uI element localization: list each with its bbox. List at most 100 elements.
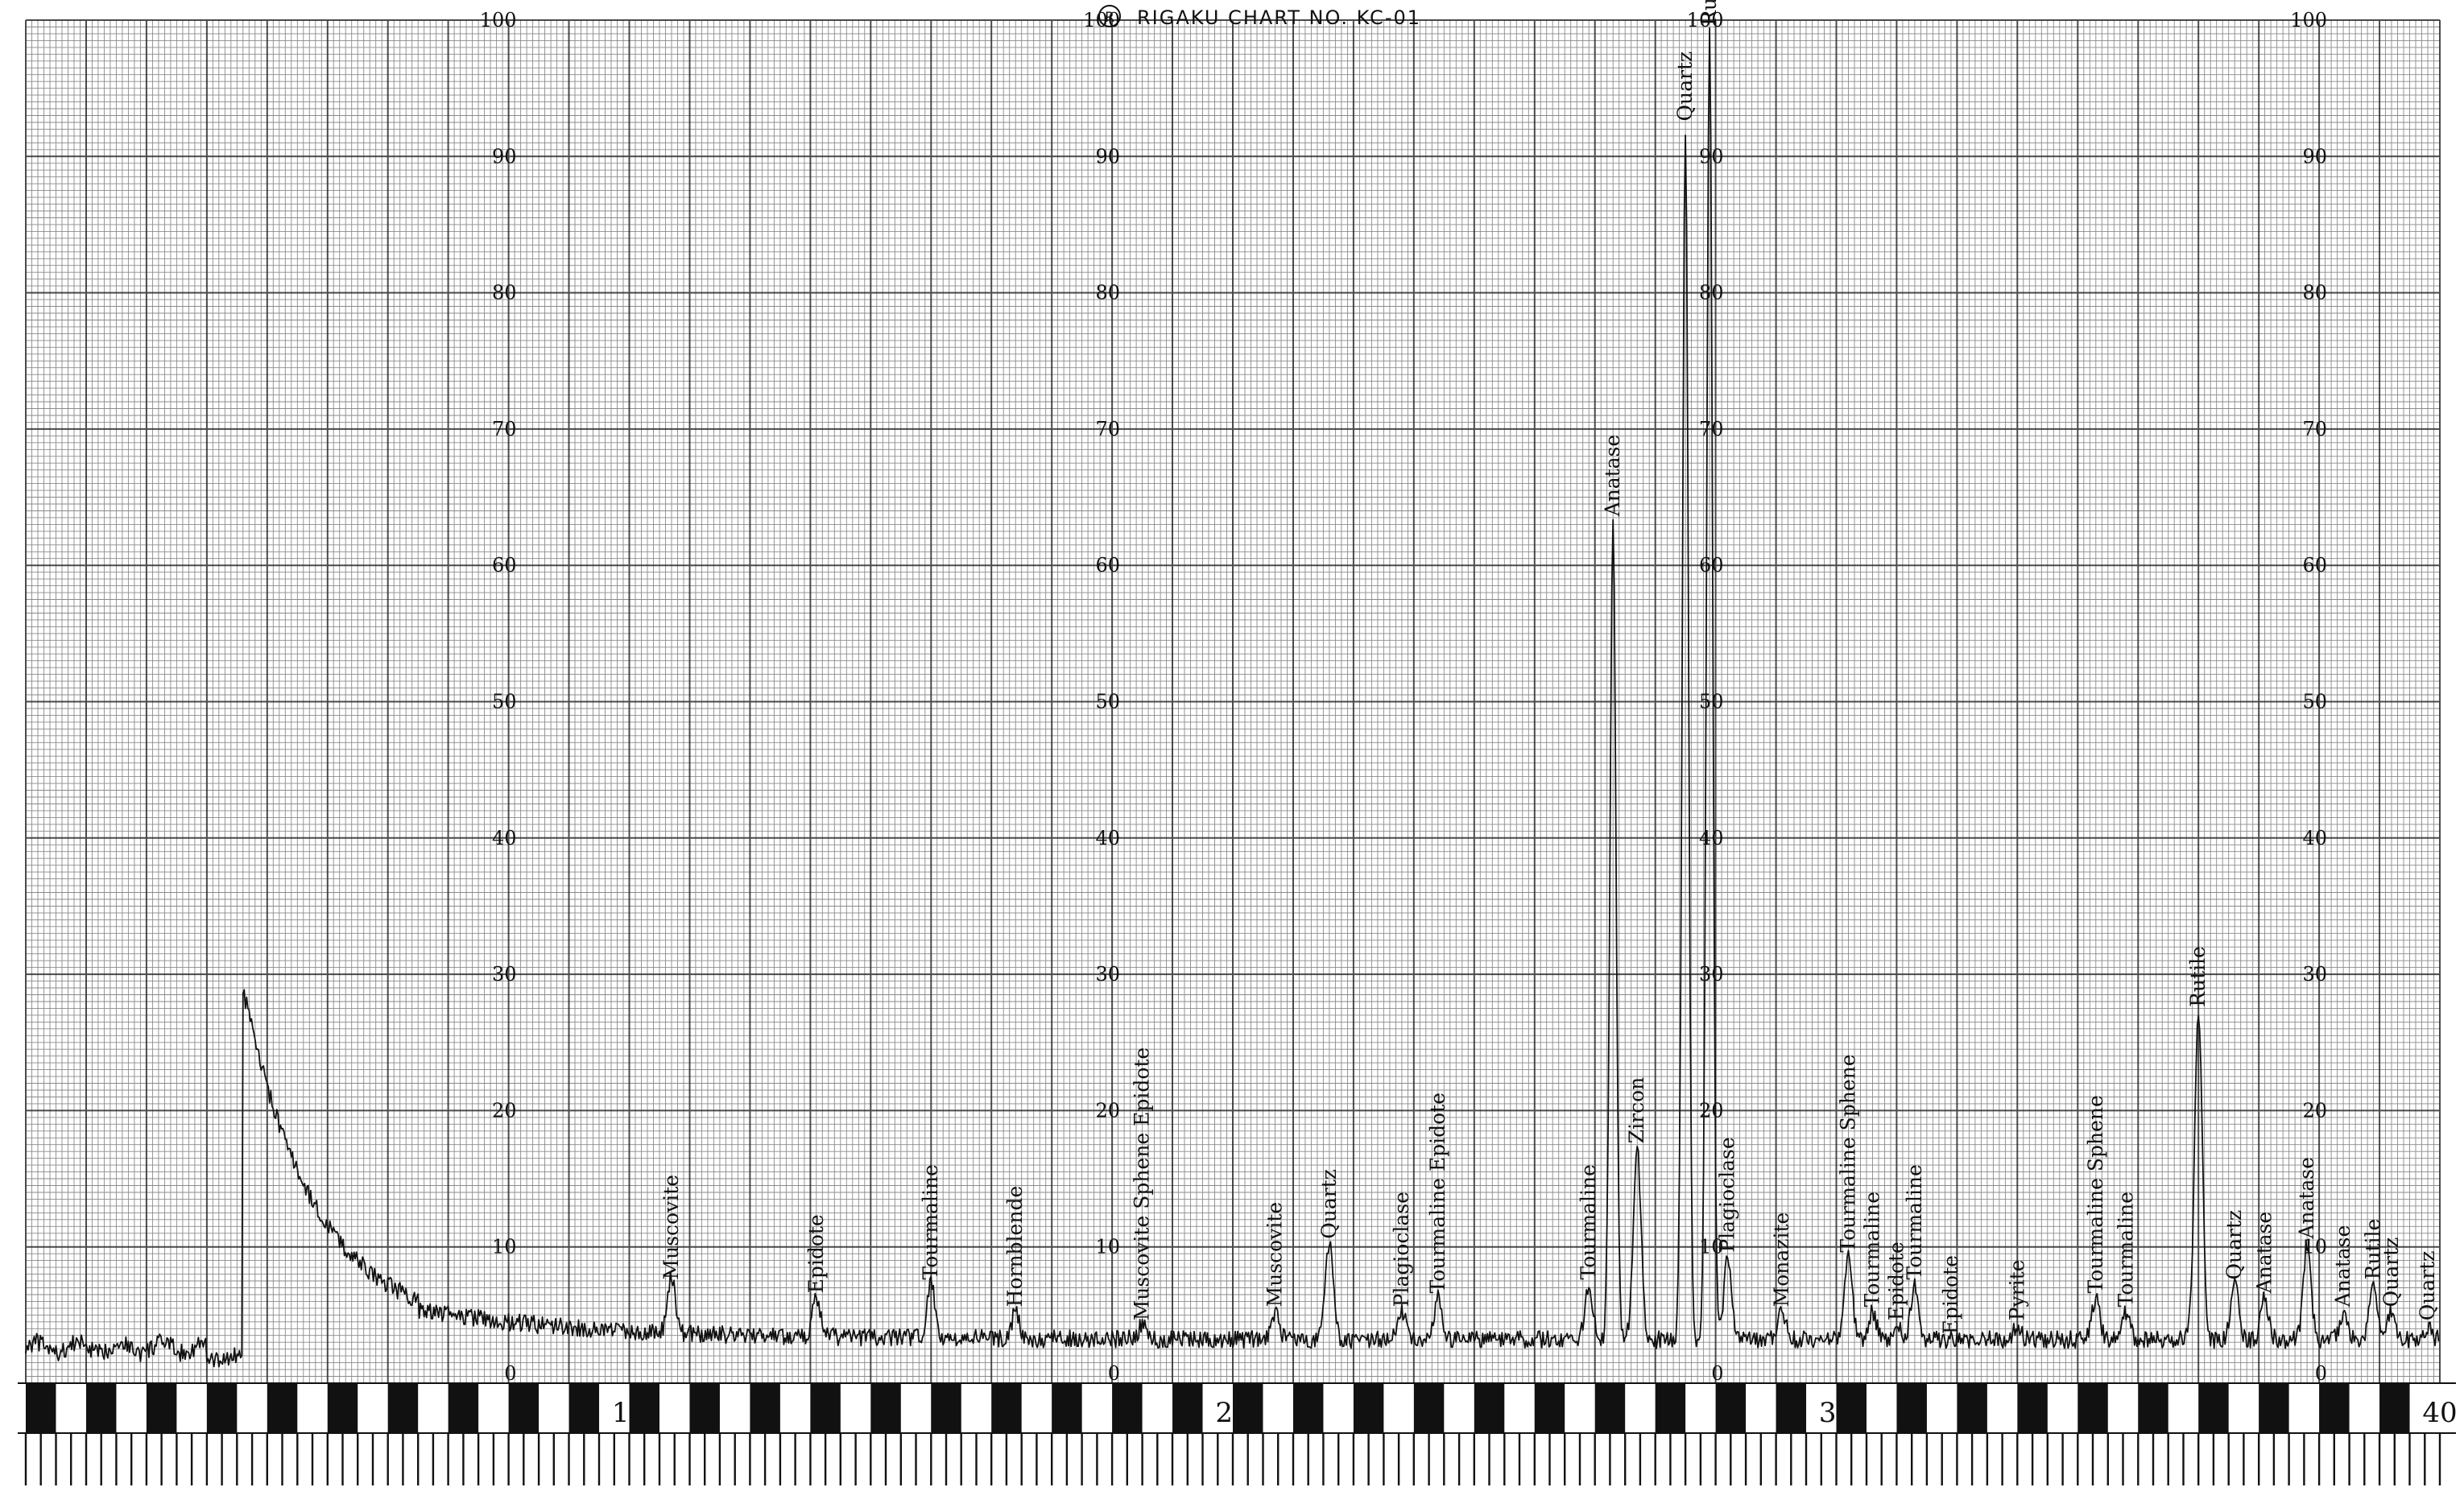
y-tick-label: 100: [1083, 9, 1120, 31]
peak-label: Quartz: [2379, 1237, 2403, 1308]
peak-label: Epidote: [804, 1214, 828, 1293]
peak-label: Plagioclase: [1716, 1137, 1739, 1252]
axis-block: [1172, 1383, 1203, 1433]
y-tick-label: 90: [1095, 145, 1120, 167]
axis-block: [2319, 1383, 2350, 1433]
axis-block: [2077, 1383, 2108, 1433]
x-tick-label: 30: [1819, 1397, 1854, 1429]
axis-block: [568, 1383, 600, 1433]
y-tick-label: 20: [1699, 1099, 1724, 1122]
axis-block: [931, 1383, 961, 1433]
axis-block: [750, 1383, 780, 1433]
axis-block: [1052, 1383, 1082, 1433]
peak-label: Quartz: [1317, 1169, 1341, 1239]
peak-label: Tourmaline: [919, 1164, 942, 1279]
y-tick-label: 40: [1699, 827, 1724, 849]
axis-block: [2138, 1383, 2168, 1433]
axis-block: [26, 1383, 56, 1433]
y-tick-label: 100: [480, 9, 517, 31]
y-tick-label: 20: [492, 1099, 517, 1122]
grid: [25, 19, 2441, 1384]
x-fine-ticks: [24, 1433, 2441, 1485]
peak-label: Anatase: [2253, 1212, 2276, 1295]
axis-block: [1715, 1383, 1747, 1433]
major-gridlines: [25, 19, 2441, 1384]
logo-glyph: R: [1105, 10, 1114, 26]
peak-label: Epidote: [1939, 1255, 1962, 1334]
peak-label: Pyrite: [2005, 1260, 2028, 1321]
y-tick-label: 90: [492, 145, 517, 167]
y-tick-label: 10: [1095, 1236, 1120, 1258]
y-tick-label: 70: [1095, 418, 1120, 440]
peak-label: Tourmaline: [2114, 1192, 2137, 1307]
x-tick-label: 20: [1215, 1397, 1250, 1429]
axis-block: [810, 1383, 841, 1433]
y-tick-label: 40: [2302, 827, 2327, 849]
peak-label: Tourmaline Sphene: [2084, 1095, 2107, 1293]
axis-block: [991, 1383, 1022, 1433]
peak-label: Monazite: [1770, 1212, 1793, 1308]
y-tick-label: 30: [2302, 963, 2327, 985]
y-tick-label: 50: [1699, 691, 1724, 713]
y-tick-label: 30: [492, 963, 517, 985]
y-tick-label: 50: [1095, 691, 1120, 713]
peak-label: Rutile: [2186, 946, 2210, 1007]
peak-label: Tourmaline: [1903, 1164, 1926, 1279]
axis-block: [1534, 1383, 1565, 1433]
peak-label: Epidote: [1884, 1241, 1908, 1320]
axis-block: [1836, 1383, 1867, 1433]
y-tick-label: 40: [492, 827, 517, 849]
axis-block: [629, 1383, 659, 1433]
peak-label: Tourmaline Epidote: [1426, 1093, 1449, 1293]
peak-label: Rutile: [2362, 1219, 2385, 1280]
y-tick-label: 50: [492, 691, 517, 713]
y-tick-label: 20: [1095, 1099, 1120, 1122]
peak-label: Plagioclase: [1390, 1192, 1413, 1307]
y-tick-label: 30: [1699, 963, 1724, 985]
peak-label: Muscovite: [659, 1175, 683, 1280]
y-tick-label: 70: [492, 418, 517, 440]
axis-block: [2259, 1383, 2289, 1433]
y-tick-label: 90: [2302, 145, 2327, 167]
y-tick-label: 100: [2290, 9, 2327, 31]
x-tick-labels: 10 20 30 40: [612, 1397, 2458, 1429]
peak-label: Rutile Sphene: [1697, 0, 1721, 26]
axis-block: [1474, 1383, 1505, 1433]
axis-block: [1112, 1383, 1143, 1433]
x-tick-label: 40: [2422, 1397, 2457, 1429]
axis-block: [1413, 1383, 1445, 1433]
rigaku-logo-icon: [1098, 5, 1121, 27]
axis-block: [2379, 1383, 2410, 1433]
axis-block: [387, 1383, 419, 1433]
peak-label: Anatase: [2331, 1225, 2354, 1308]
peak-label: Hornblende: [1003, 1186, 1027, 1308]
chart-header: R RIGAKU CHART NO. KC-01: [1098, 5, 1421, 29]
y-tick-label: 80: [492, 282, 517, 304]
diffraction-trace: [25, 27, 2440, 1368]
y-tick-label: 0: [1108, 1362, 1120, 1385]
axis-block: [1594, 1383, 1626, 1433]
chart-title: RIGAKU CHART NO. KC-01: [1137, 6, 1421, 29]
peak-label: Tourmaline Sphene: [1836, 1054, 1859, 1252]
peak-label: Tourmaline: [1577, 1164, 1600, 1279]
x-axis-strip: [18, 1382, 2456, 1485]
axis-block: [1233, 1383, 1263, 1433]
axis-block: [146, 1383, 177, 1433]
y-tick-label: 80: [2302, 282, 2327, 304]
y-tick-label: 60: [492, 554, 517, 576]
peak-labels: Muscovite Epidote Tourmaline Hornblende Musc…: [659, 0, 2439, 1334]
y-tick-label: 80: [1095, 282, 1120, 304]
axis-block: [267, 1383, 298, 1433]
axis-block: [870, 1383, 901, 1433]
y-tick-label: 60: [1095, 554, 1120, 576]
y-tick-label: 10: [492, 1236, 517, 1258]
y-tick-label: 60: [2302, 554, 2327, 576]
peak-label: Muscovite Sphene Epidote: [1131, 1047, 1154, 1321]
axis-block: [85, 1383, 117, 1433]
axis-block: [2017, 1383, 2048, 1433]
axis-block: [327, 1383, 358, 1433]
y-tick-label: 60: [1699, 554, 1724, 576]
y-tick-label: 50: [2302, 691, 2327, 713]
peak-label: Anatase: [2295, 1157, 2318, 1240]
